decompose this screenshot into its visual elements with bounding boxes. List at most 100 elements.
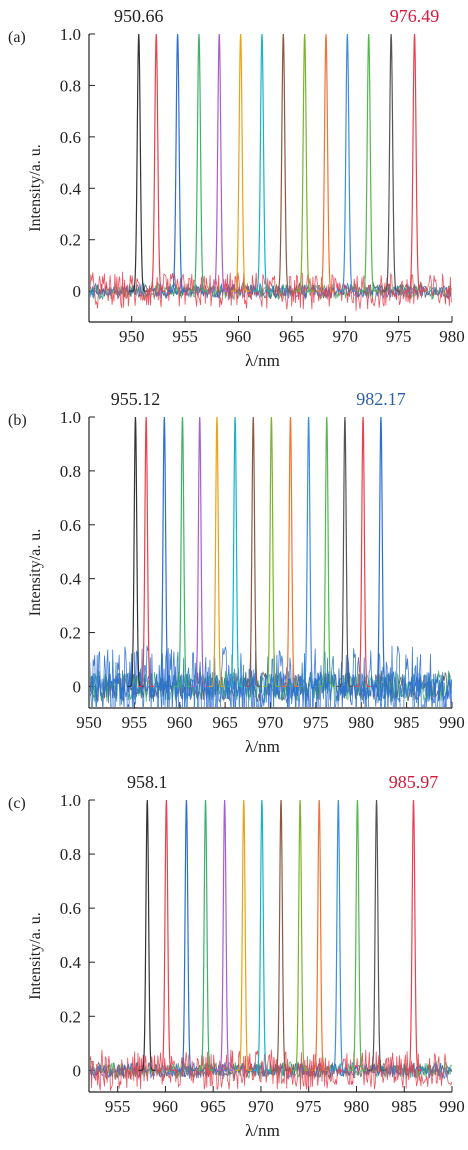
y-tick-label: 0.8 [60, 76, 81, 95]
y-tick-label: 0.4 [60, 570, 82, 589]
plot-area [90, 416, 452, 707]
peak-line [191, 416, 208, 688]
x-tick-label: 975 [386, 327, 412, 346]
x-tick-label: 985 [394, 713, 420, 732]
peak-line [129, 33, 149, 292]
y-tick-label: 1.0 [60, 791, 81, 810]
y-tick-label: 0.4 [60, 953, 82, 972]
peak-annotation: 955.12 [111, 389, 161, 409]
peak-annotation: 950.66 [114, 6, 164, 26]
peak-line [146, 33, 166, 292]
peak-line [127, 416, 144, 688]
x-tick-label: 970 [332, 327, 358, 346]
peak-line [216, 799, 233, 1071]
peak-line [316, 33, 336, 292]
x-axis-label: λ/nm [245, 737, 280, 756]
x-tick-label: 955 [122, 713, 148, 732]
y-axis-label: Intensity/a. u. [27, 144, 44, 232]
y-tick-label: 0.6 [60, 899, 81, 918]
peak-line [372, 416, 389, 688]
noise-trace [90, 271, 452, 311]
x-tick-label: 985 [391, 1097, 417, 1116]
peak-line [329, 799, 347, 1071]
peak-line [336, 416, 353, 688]
y-tick-label: 0.6 [60, 128, 81, 147]
x-tick-label: 955 [105, 1097, 131, 1116]
x-tick-label: 990 [439, 713, 465, 732]
peak-line [359, 33, 379, 292]
peak-line [156, 416, 173, 688]
x-tick-label: 960 [226, 327, 252, 346]
plot-area [90, 33, 452, 311]
peak-line [208, 416, 225, 688]
peak-line [404, 33, 424, 292]
peak-line [291, 799, 309, 1071]
x-tick-label: 970 [248, 1097, 274, 1116]
peak-line [273, 33, 293, 292]
peak-line [272, 799, 290, 1071]
peak-line [310, 799, 328, 1071]
x-tick-label: 950 [76, 713, 102, 732]
peak-line [226, 416, 243, 688]
x-tick-label: 975 [296, 1097, 322, 1116]
x-tick-label: 990 [439, 1097, 465, 1116]
peak-line [174, 416, 191, 688]
y-axis-label: Intensity/a. u. [27, 912, 44, 1000]
y-tick-label: 1.0 [60, 25, 81, 44]
x-axis-label: λ/nm [245, 1121, 280, 1140]
panel-label: (a) [8, 29, 26, 46]
y-tick-label: 0.2 [60, 624, 81, 643]
peak-annotation: 976.49 [390, 6, 440, 26]
peak-line [196, 799, 214, 1071]
peak-line [282, 416, 299, 688]
x-tick-label: 975 [303, 713, 329, 732]
x-tick-label: 965 [200, 1097, 226, 1116]
x-axis-label: λ/nm [245, 351, 280, 370]
peak-line [263, 416, 280, 688]
chart-panel-c: 0 0.2 0.4 0.6 0.8 1.0 955 960 965 970 975 980 985 990… [8, 772, 465, 1140]
panel-label: (c) [8, 795, 26, 812]
peak-line [354, 416, 371, 688]
peak-line [300, 416, 317, 688]
peak-line [245, 416, 262, 688]
chart-panel-b: 0 0.2 0.4 0.6 0.8 1.0 950 955 960 965 970 975 980 985… [8, 389, 465, 756]
y-tick-label: 0.8 [60, 462, 81, 481]
noise-trace [90, 1049, 452, 1091]
peak-line [381, 33, 401, 292]
x-tick-label: 980 [349, 713, 375, 732]
peak-line [157, 799, 175, 1071]
peak-line [252, 33, 272, 292]
x-tick-label: 965 [212, 713, 238, 732]
y-tick-label: 0.2 [60, 231, 81, 250]
peak-line [404, 799, 422, 1071]
x-tick-label: 960 [153, 1097, 179, 1116]
peak-line [235, 799, 253, 1071]
peak-line [168, 33, 187, 292]
peak-line [138, 799, 156, 1071]
y-tick-label: 0.2 [60, 1007, 81, 1026]
noise-trace [90, 645, 452, 707]
x-tick-label: 980 [344, 1097, 370, 1116]
peak-line [348, 799, 366, 1071]
peak-line [367, 799, 385, 1071]
peak-line [138, 416, 155, 688]
x-tick-label: 965 [279, 327, 305, 346]
peak-line [189, 33, 209, 292]
peak-annotation: 958.1 [127, 772, 168, 792]
y-tick-label: 1.0 [60, 408, 81, 427]
peak-line [253, 799, 271, 1071]
y-tick-label: 0.4 [60, 179, 82, 198]
panel-label: (b) [8, 412, 27, 429]
peak-line [177, 799, 195, 1071]
x-tick-label: 955 [172, 327, 198, 346]
peak-line [318, 416, 335, 688]
y-tick-label: 0.8 [60, 845, 81, 864]
peak-annotation: 985.97 [389, 772, 439, 792]
peak-line [231, 33, 250, 292]
y-tick-label: 0 [73, 282, 82, 301]
peak-line [337, 33, 357, 292]
y-tick-label: 0 [73, 677, 82, 696]
x-tick-label: 960 [167, 713, 193, 732]
y-tick-label: 0.6 [60, 516, 81, 535]
